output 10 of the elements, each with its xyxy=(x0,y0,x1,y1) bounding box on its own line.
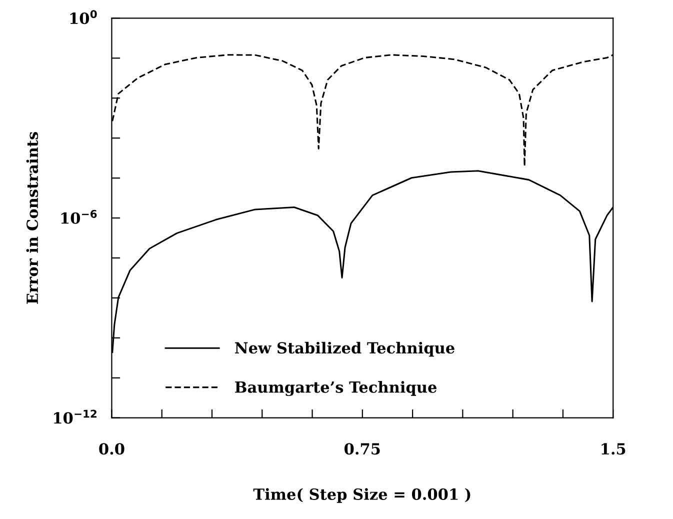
legend-label: Baumgarte’s Technique xyxy=(235,381,437,396)
y-tick-label: 10$^{0}$ xyxy=(70,10,97,24)
y-tick-label: 10$^{−12}$ xyxy=(54,410,96,424)
y-tick-label: 10$^{−6}$ xyxy=(61,210,97,224)
x-tick-label: 1.5 xyxy=(602,443,626,455)
x-axis-title: Time( Step Size = 0.001 ) xyxy=(253,488,470,503)
y-axis-title: Error in Constraints xyxy=(26,132,38,304)
legend-label: New Stabilized Technique xyxy=(235,342,454,357)
x-tick-label: 0.0 xyxy=(99,443,124,455)
x-tick-label: 0.75 xyxy=(344,443,380,455)
